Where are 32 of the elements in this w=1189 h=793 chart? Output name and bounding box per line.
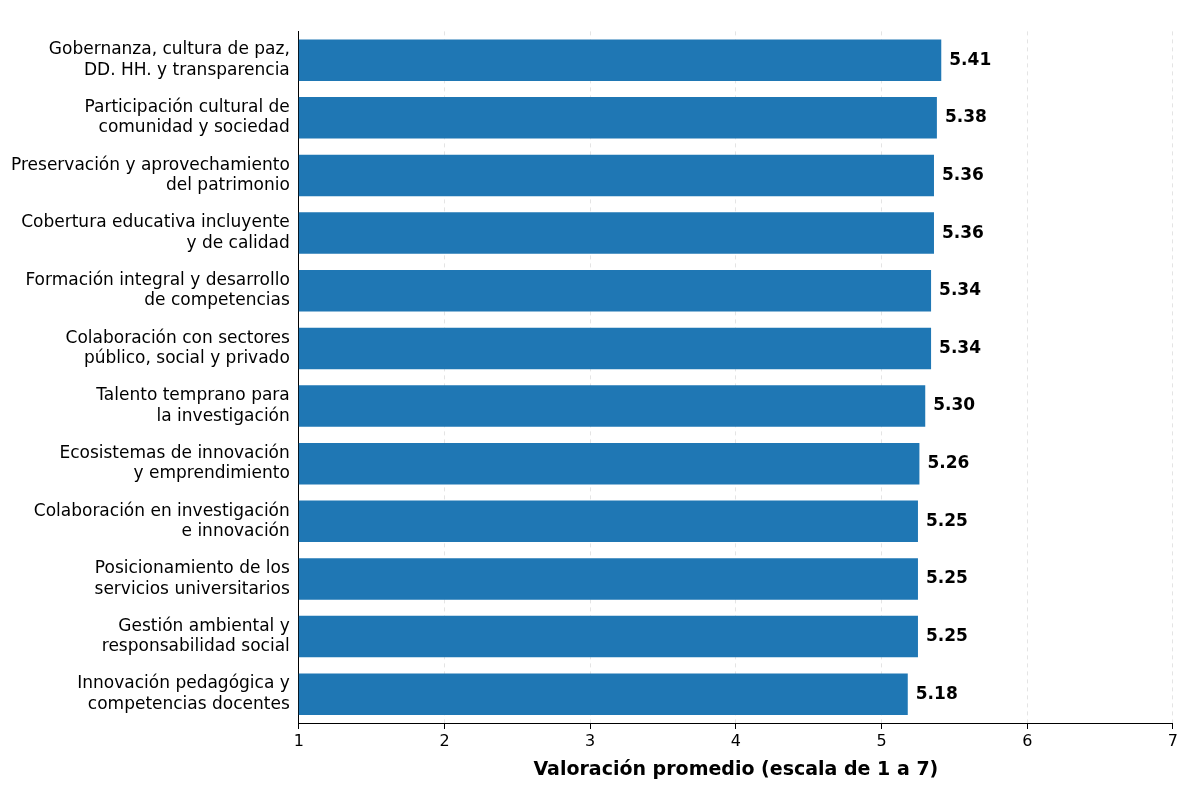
x-tick-label: 2 bbox=[439, 730, 450, 750]
x-tick-label: 6 bbox=[1022, 730, 1033, 750]
y-tick-label: Gobernanza, cultura de paz, DD. HH. y transparencia bbox=[48, 38, 290, 79]
y-tick-label: Posicionamiento de los servicios universitarios bbox=[94, 557, 290, 598]
y-tick-label: Cobertura educativa incluyente y de calidad bbox=[21, 211, 290, 252]
y-tick-label: Preservación y aprovechamiento del patrimonio bbox=[10, 153, 290, 195]
data-label: 5.25 bbox=[925, 567, 968, 588]
y-tick-label: Colaboración en investigación e innovación bbox=[33, 499, 290, 540]
data-label: 5.36 bbox=[941, 163, 984, 184]
x-tick-label: 3 bbox=[585, 730, 596, 750]
x-tick-label: 1 bbox=[293, 730, 304, 750]
data-label: 5.41 bbox=[949, 48, 992, 69]
data-label: 5.36 bbox=[941, 221, 984, 242]
data-label: 5.18 bbox=[915, 682, 958, 703]
data-label: 5.34 bbox=[939, 279, 982, 300]
x-tick-label: 7 bbox=[1167, 730, 1178, 750]
x-tick-label: 5 bbox=[876, 730, 887, 750]
y-tick-label: Ecosistemas de innovación y emprendimiento bbox=[59, 441, 290, 483]
y-tick-label: Gestión ambiental y responsabilidad social bbox=[101, 614, 290, 656]
y-tick-label: Participación cultural de comunidad y sociedad bbox=[84, 96, 290, 137]
y-tick-label: Colaboración con sectores público, social y privado bbox=[65, 326, 290, 368]
x-axis-title: Valoración promedio (escala de 1 a 7) bbox=[533, 756, 939, 779]
data-label: 5.34 bbox=[939, 336, 982, 357]
x-tick-label: 4 bbox=[730, 730, 741, 750]
data-label: 5.30 bbox=[933, 394, 976, 415]
data-label: 5.25 bbox=[925, 624, 968, 645]
data-label: 5.26 bbox=[927, 452, 970, 473]
y-tick-label: Innovación pedagógica y competencias docentes bbox=[77, 672, 290, 713]
y-tick-label: Talento temprano para la investigación bbox=[95, 384, 290, 425]
data-label: 5.25 bbox=[925, 509, 968, 530]
data-label: 5.38 bbox=[944, 106, 987, 127]
y-tick-label: Formación integral y desarrollo de competencias bbox=[25, 268, 290, 310]
